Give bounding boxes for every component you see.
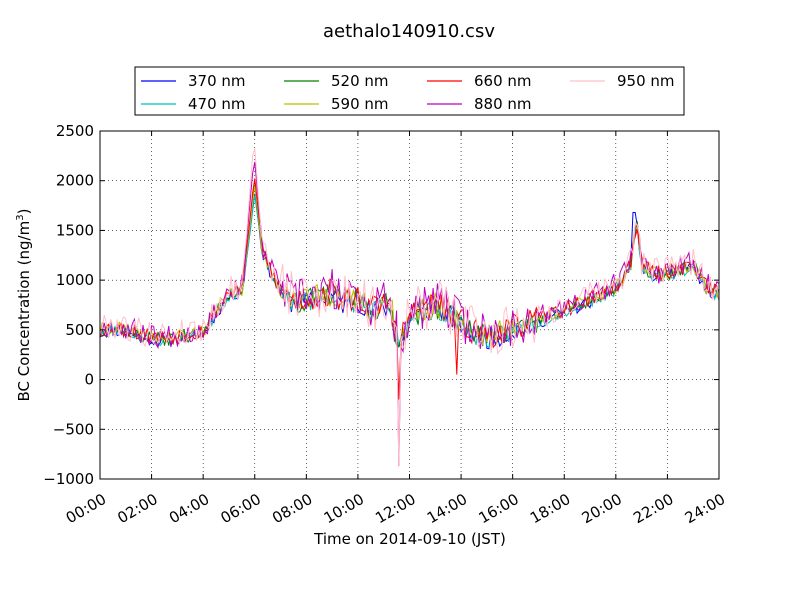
plot-area (99, 130, 720, 480)
legend-label: 590 nm (331, 95, 389, 113)
x-tick-label: 08:00 (269, 490, 315, 527)
x-tick-label: 00:00 (63, 490, 109, 527)
x-tick-label: 04:00 (166, 490, 212, 527)
legend: 370 nm 470 nm 520 nm 590 nm 660 nm 880 nm 950 … (134, 66, 685, 116)
x-tick-label: 14:00 (424, 490, 470, 527)
y-tick-label: 2000 (56, 172, 94, 190)
x-tick-label: 10:00 (321, 490, 367, 527)
legend-label: 370 nm (188, 72, 246, 90)
legend-label: 950 nm (617, 72, 675, 90)
x-tick-label: 02:00 (114, 490, 160, 527)
x-tick-label: 22:00 (630, 490, 676, 527)
y-axis-label-suffix: ) (15, 209, 33, 215)
legend-label: 520 nm (331, 72, 389, 90)
y-tick-label: −1000 (43, 470, 94, 488)
legend-label: 660 nm (474, 72, 532, 90)
series-line-950-nm (100, 148, 719, 467)
series-line-880-nm (100, 161, 719, 467)
chart-title: aethalo140910.csv (323, 21, 495, 42)
y-axis-label: BC Concentration (ng/m3) (15, 209, 33, 402)
grid (100, 131, 719, 479)
x-tick-label: 12:00 (372, 490, 418, 527)
legend-label: 880 nm (474, 95, 532, 113)
y-axis-label-superscript: 3 (15, 214, 26, 220)
y-axis-label-main: BC Concentration (ng/m (15, 221, 33, 402)
y-tick-label: 500 (65, 321, 94, 339)
x-tick-label: 16:00 (475, 490, 521, 527)
y-tick-label: 0 (84, 371, 94, 389)
x-tick-label: 18:00 (527, 490, 573, 527)
y-tick-label: 2500 (56, 122, 94, 140)
y-tick-label: −500 (53, 420, 94, 438)
x-tick-label: 20:00 (579, 490, 625, 527)
y-tick-label: 1000 (56, 271, 94, 289)
x-tick-label: 06:00 (218, 490, 264, 527)
legend-frame (134, 66, 685, 116)
series-line-660-nm (100, 178, 719, 400)
y-tick-label: 1500 (56, 221, 94, 239)
series-lines (100, 148, 719, 467)
x-axis-label: Time on 2014-09-10 (JST) (313, 530, 506, 548)
x-tick-label: 24:00 (682, 490, 728, 527)
legend-label: 470 nm (188, 95, 246, 113)
axis-ticks (99, 130, 720, 480)
